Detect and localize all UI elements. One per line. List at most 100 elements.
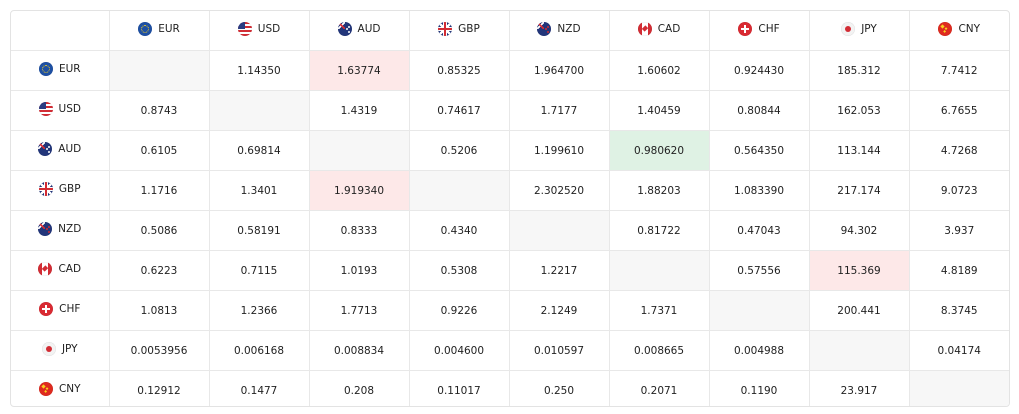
row-header-aud[interactable]: AUD [11, 130, 110, 171]
row-header-cad[interactable]: CAD [11, 250, 110, 291]
column-header-jpy[interactable]: JPY [809, 11, 910, 51]
rate-cell[interactable]: 0.564350 [709, 130, 810, 171]
currency-code-label: CAD [58, 263, 82, 275]
ch-flag-icon [738, 22, 753, 36]
column-header-eur[interactable]: EUR [109, 11, 210, 51]
row-header-eur[interactable]: EUR [11, 50, 110, 91]
row-header-nzd[interactable]: NZD [11, 210, 110, 251]
column-currency-usd: USD [237, 22, 280, 36]
rate-cell-empty [409, 170, 510, 211]
rate-cell[interactable]: 1.3401 [209, 170, 310, 211]
rate-cell[interactable]: 23.917 [809, 370, 910, 406]
rate-cell[interactable]: 2.1249 [509, 290, 610, 331]
rate-cell[interactable]: 1.63774 [309, 50, 410, 91]
row-currency-cny: CNY [38, 382, 81, 396]
rate-cell[interactable]: 0.008834 [309, 330, 410, 371]
rate-cell[interactable]: 0.004600 [409, 330, 510, 371]
column-header-cny[interactable]: CNY [909, 11, 1009, 51]
rate-cell[interactable]: 1.88203 [609, 170, 710, 211]
rate-cell[interactable]: 0.5308 [409, 250, 510, 291]
rate-cell[interactable]: 0.208 [309, 370, 410, 406]
rate-cell[interactable]: 0.04174 [909, 330, 1009, 371]
rate-cell[interactable]: 0.9226 [409, 290, 510, 331]
row-header-usd[interactable]: USD [11, 90, 110, 131]
rate-cell[interactable]: 0.6105 [109, 130, 210, 171]
row-header-cny[interactable]: CNY [11, 370, 110, 406]
rate-cell[interactable]: 7.7412 [909, 50, 1009, 91]
rate-cell[interactable]: 0.11017 [409, 370, 510, 406]
rate-cell[interactable]: 1.14350 [209, 50, 310, 91]
rate-cell[interactable]: 1.083390 [709, 170, 810, 211]
rate-cell[interactable]: 0.6223 [109, 250, 210, 291]
rate-cell[interactable]: 1.1716 [109, 170, 210, 211]
rate-cell[interactable]: 4.8189 [909, 250, 1009, 291]
rate-cell[interactable]: 8.3745 [909, 290, 1009, 331]
rate-cell[interactable]: 0.5206 [409, 130, 510, 171]
rate-cell[interactable]: 0.8743 [109, 90, 210, 131]
rate-cell[interactable]: 1.0813 [109, 290, 210, 331]
rate-cell[interactable]: 1.2217 [509, 250, 610, 291]
rate-cell[interactable]: 1.60602 [609, 50, 710, 91]
rate-cell-empty [209, 90, 310, 131]
rate-cell[interactable]: 0.80844 [709, 90, 810, 131]
rate-cell[interactable]: 1.7371 [609, 290, 710, 331]
rate-cell[interactable]: 1.40459 [609, 90, 710, 131]
rate-cell[interactable]: 217.174 [809, 170, 910, 211]
rate-cell[interactable]: 0.1190 [709, 370, 810, 406]
rate-cell[interactable]: 0.2071 [609, 370, 710, 406]
rate-cell[interactable]: 0.5086 [109, 210, 210, 251]
rate-cell[interactable]: 1.7177 [509, 90, 610, 131]
rate-cell[interactable]: 9.0723 [909, 170, 1009, 211]
rate-cell[interactable]: 0.006168 [209, 330, 310, 371]
rate-cell[interactable]: 0.0053956 [109, 330, 210, 371]
rate-cell[interactable]: 200.441 [809, 290, 910, 331]
rate-cell[interactable]: 3.937 [909, 210, 1009, 251]
rate-cell[interactable]: 1.919340 [309, 170, 410, 211]
column-header-usd[interactable]: USD [209, 11, 310, 51]
rate-cell[interactable]: 0.12912 [109, 370, 210, 406]
rate-cell[interactable]: 0.010597 [509, 330, 610, 371]
rate-cell[interactable]: 0.57556 [709, 250, 810, 291]
rate-cell[interactable]: 1.7713 [309, 290, 410, 331]
column-header-nzd[interactable]: NZD [509, 11, 610, 51]
rate-cell[interactable]: 162.053 [809, 90, 910, 131]
rate-cell[interactable]: 0.7115 [209, 250, 310, 291]
rate-cell[interactable]: 0.47043 [709, 210, 810, 251]
rate-cell[interactable]: 94.302 [809, 210, 910, 251]
column-header-gbp[interactable]: GBP [409, 11, 510, 51]
rate-cell[interactable]: 113.144 [809, 130, 910, 171]
row-header-gbp[interactable]: GBP [11, 170, 110, 211]
rate-cell[interactable]: 2.302520 [509, 170, 610, 211]
rate-cell[interactable]: 0.85325 [409, 50, 510, 91]
rate-cell[interactable]: 1.0193 [309, 250, 410, 291]
rate-cell[interactable]: 0.69814 [209, 130, 310, 171]
rate-cell[interactable]: 115.369 [809, 250, 910, 291]
rate-cell[interactable]: 1.199610 [509, 130, 610, 171]
rate-cell[interactable]: 0.74617 [409, 90, 510, 131]
rate-cell[interactable]: 1.2366 [209, 290, 310, 331]
rate-cell[interactable]: 0.4340 [409, 210, 510, 251]
column-header-cad[interactable]: CAD [609, 11, 710, 51]
row-header-jpy[interactable]: JPY [11, 330, 110, 371]
column-header-aud[interactable]: AUD [309, 11, 410, 51]
row-currency-cad: CAD [38, 262, 81, 276]
rate-cell[interactable]: 0.81722 [609, 210, 710, 251]
rate-cell[interactable]: 0.250 [509, 370, 610, 406]
cross-rates-table: EUR USD AUD GBP NZD CAD CHF JPY CNY EUR 1.14350 1.… [11, 11, 1009, 406]
rate-cell[interactable]: 185.312 [809, 50, 910, 91]
rate-cell[interactable]: 1.4319 [309, 90, 410, 131]
row-header-chf[interactable]: CHF [11, 290, 110, 331]
rate-cell[interactable]: 0.980620 [609, 130, 710, 171]
rate-cell[interactable]: 0.008665 [609, 330, 710, 371]
column-header-chf[interactable]: CHF [709, 11, 810, 51]
rate-cell[interactable]: 6.7655 [909, 90, 1009, 131]
rate-cell[interactable]: 0.8333 [309, 210, 410, 251]
rate-cell[interactable]: 0.1477 [209, 370, 310, 406]
rate-cell[interactable]: 4.7268 [909, 130, 1009, 171]
rate-cell[interactable]: 0.004988 [709, 330, 810, 371]
gb-flag-icon [38, 182, 53, 196]
rate-cell[interactable]: 1.964700 [509, 50, 610, 91]
table-row: CAD 0.6223 0.7115 1.0193 0.5308 1.2217 0.57556… [11, 250, 1009, 291]
rate-cell[interactable]: 0.58191 [209, 210, 310, 251]
rate-cell[interactable]: 0.924430 [709, 50, 810, 91]
